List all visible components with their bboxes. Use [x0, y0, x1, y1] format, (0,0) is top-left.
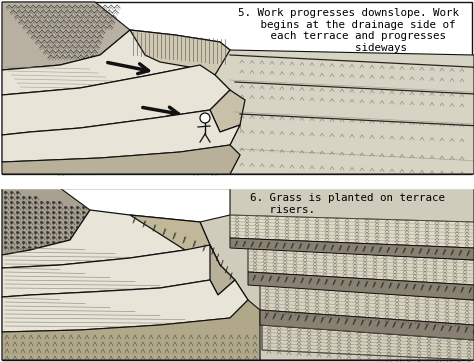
Polygon shape	[200, 188, 474, 360]
Polygon shape	[210, 245, 235, 295]
Polygon shape	[215, 42, 474, 174]
Polygon shape	[260, 310, 474, 340]
Bar	[2, 188, 472, 360]
Bar	[2, 2, 472, 174]
Polygon shape	[130, 30, 230, 75]
Text: 5. Work progresses downslope. Work
   begins at the drainage side of
   each ter: 5. Work progresses downslope. Work begin…	[238, 8, 459, 53]
Polygon shape	[248, 272, 474, 300]
Polygon shape	[2, 110, 240, 162]
Polygon shape	[130, 215, 210, 255]
Polygon shape	[260, 285, 474, 325]
Polygon shape	[2, 210, 200, 268]
Polygon shape	[230, 238, 474, 260]
Polygon shape	[262, 325, 474, 360]
Polygon shape	[2, 65, 230, 135]
Polygon shape	[2, 188, 90, 255]
Polygon shape	[230, 215, 474, 248]
Circle shape	[200, 113, 210, 123]
Polygon shape	[2, 245, 220, 297]
Polygon shape	[248, 248, 474, 285]
Polygon shape	[2, 280, 248, 332]
Polygon shape	[2, 145, 240, 174]
Polygon shape	[210, 90, 245, 132]
Text: 6. Grass is planted on terrace
   risers.: 6. Grass is planted on terrace risers.	[250, 193, 445, 215]
Polygon shape	[2, 30, 220, 95]
Polygon shape	[2, 2, 130, 70]
Polygon shape	[2, 300, 260, 360]
